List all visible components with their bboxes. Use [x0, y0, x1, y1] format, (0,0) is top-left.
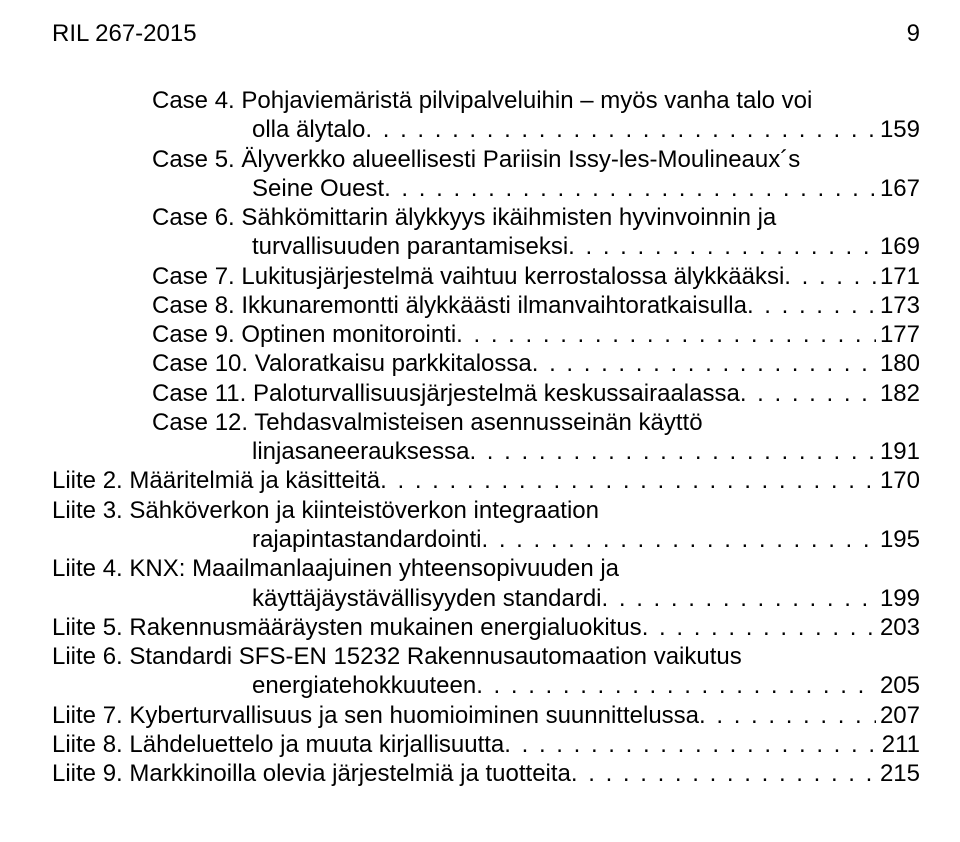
toc-leader-dots [642, 613, 876, 642]
toc-page-number: 191 [876, 437, 920, 466]
toc-leader-dots [602, 584, 876, 613]
toc-line: Case 6. Sähkömittarin älykkyys ikäihmist… [52, 203, 920, 232]
toc-page-number: 180 [876, 349, 920, 378]
toc-leader-dots [784, 262, 876, 291]
toc-leader-dots [482, 525, 876, 554]
toc-line: Case 12. Tehdasvalmisteisen asennusseinä… [52, 408, 920, 437]
toc-label: Case 4. Pohjaviemäristä pilvipalveluihin… [152, 86, 812, 115]
toc-label: Liite 4. KNX: Maailmanlaajuinen yhteenso… [52, 554, 619, 583]
toc-page-number: 205 [876, 671, 920, 700]
toc-line: Liite 9. Markkinoilla olevia järjestelmi… [52, 759, 920, 788]
toc-label: Liite 6. Standardi SFS-EN 15232 Rakennus… [52, 642, 742, 671]
header-right: 9 [907, 20, 920, 48]
toc-label: linjasaneerauksessa [252, 437, 469, 466]
toc-page-number: 171 [876, 262, 920, 291]
toc-page-number: 170 [876, 466, 920, 495]
toc-leader-dots [456, 320, 876, 349]
toc-line: Case 7. Lukitusjärjestelmä vaihtuu kerro… [52, 262, 920, 291]
document-page: RIL 267-2015 9 Case 4. Pohjaviemäristä p… [0, 0, 960, 808]
toc-page-number: 173 [876, 291, 920, 320]
toc-page-number: 169 [876, 232, 920, 261]
toc-page-number: 167 [876, 174, 920, 203]
toc-leader-dots [699, 701, 876, 730]
header-left: RIL 267-2015 [52, 20, 197, 48]
toc-label: Liite 3. Sähköverkon ja kiinteistöverkon… [52, 496, 599, 525]
toc-label: Seine Ouest [252, 174, 384, 203]
toc-leader-dots [476, 671, 876, 700]
toc-label: Case 8. Ikkunaremontti älykkäästi ilmanv… [152, 291, 747, 320]
toc-leader-dots [365, 115, 876, 144]
toc-line: Case 4. Pohjaviemäristä pilvipalveluihin… [52, 86, 920, 115]
toc-label: rajapintastandardointi [252, 525, 482, 554]
toc-label: Case 7. Lukitusjärjestelmä vaihtuu kerro… [152, 262, 784, 291]
toc-label: Liite 9. Markkinoilla olevia järjestelmi… [52, 759, 571, 788]
toc-line: Case 10. Valoratkaisu parkkitalossa 180 [52, 349, 920, 378]
toc-page-number: 159 [876, 115, 920, 144]
page-header: RIL 267-2015 9 [52, 20, 920, 48]
toc-line: olla älytalo 159 [52, 115, 920, 144]
toc-label: Liite 2. Määritelmiä ja käsitteitä [52, 466, 380, 495]
toc-label: Case 5. Älyverkko alueellisesti Pariisin… [152, 145, 800, 174]
toc-page-number: 199 [876, 584, 920, 613]
toc-page-number: 215 [876, 759, 920, 788]
toc-label: Case 11. Paloturvallisuusjärjestelmä kes… [152, 379, 740, 408]
toc-line: energiatehokkuuteen 205 [52, 671, 920, 700]
toc-label: Case 10. Valoratkaisu parkkitalossa [152, 349, 532, 378]
toc-line: Case 9. Optinen monitorointi 177 [52, 320, 920, 349]
toc-leader-dots [740, 379, 876, 408]
toc-line: Liite 2. Määritelmiä ja käsitteitä 170 [52, 466, 920, 495]
toc-label: olla älytalo [252, 115, 365, 144]
toc-line: turvallisuuden parantamiseksi 169 [52, 232, 920, 261]
toc-line: Liite 5. Rakennusmääräysten mukainen ene… [52, 613, 920, 642]
toc-line: Case 5. Älyverkko alueellisesti Pariisin… [52, 145, 920, 174]
toc-label: energiatehokkuuteen [252, 671, 476, 700]
toc-leader-dots [568, 232, 876, 261]
toc-line: linjasaneerauksessa 191 [52, 437, 920, 466]
table-of-contents: Case 4. Pohjaviemäristä pilvipalveluihin… [52, 86, 920, 788]
toc-leader-dots [469, 437, 875, 466]
toc-line: Liite 4. KNX: Maailmanlaajuinen yhteenso… [52, 554, 920, 583]
toc-label: Case 9. Optinen monitorointi [152, 320, 456, 349]
toc-leader-dots [571, 759, 876, 788]
toc-page-number: 207 [876, 701, 920, 730]
toc-leader-dots [504, 730, 877, 759]
toc-label: Liite 7. Kyberturvallisuus ja sen huomio… [52, 701, 699, 730]
toc-page-number: 182 [876, 379, 920, 408]
toc-leader-dots [384, 174, 876, 203]
toc-line: Seine Ouest 167 [52, 174, 920, 203]
toc-label: Liite 8. Lähdeluettelo ja muuta kirjalli… [52, 730, 504, 759]
toc-label: Case 6. Sähkömittarin älykkyys ikäihmist… [152, 203, 776, 232]
toc-label: Case 12. Tehdasvalmisteisen asennusseinä… [152, 408, 703, 437]
toc-line: Liite 3. Sähköverkon ja kiinteistöverkon… [52, 496, 920, 525]
toc-line: Liite 8. Lähdeluettelo ja muuta kirjalli… [52, 730, 920, 759]
toc-label: turvallisuuden parantamiseksi [252, 232, 568, 261]
toc-leader-dots [532, 349, 876, 378]
toc-line: Liite 7. Kyberturvallisuus ja sen huomio… [52, 701, 920, 730]
toc-line: rajapintastandardointi 195 [52, 525, 920, 554]
toc-label: käyttäjäystävällisyyden standardi [252, 584, 602, 613]
toc-page-number: 177 [876, 320, 920, 349]
toc-line: Liite 6. Standardi SFS-EN 15232 Rakennus… [52, 642, 920, 671]
toc-line: Case 11. Paloturvallisuusjärjestelmä kes… [52, 379, 920, 408]
toc-line: Case 8. Ikkunaremontti älykkäästi ilmanv… [52, 291, 920, 320]
toc-leader-dots [380, 466, 876, 495]
toc-page-number: 203 [876, 613, 920, 642]
toc-label: Liite 5. Rakennusmääräysten mukainen ene… [52, 613, 642, 642]
toc-line: käyttäjäystävällisyyden standardi 199 [52, 584, 920, 613]
toc-page-number: 211 [878, 730, 920, 759]
toc-leader-dots [747, 291, 876, 320]
toc-page-number: 195 [876, 525, 920, 554]
